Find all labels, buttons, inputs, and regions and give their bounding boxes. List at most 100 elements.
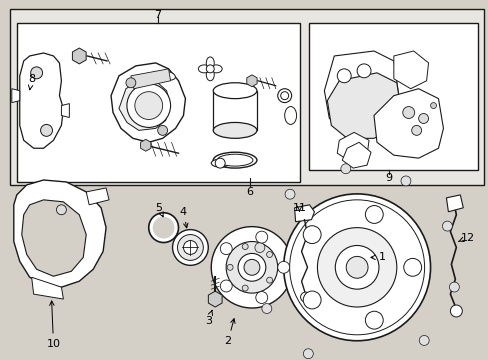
Polygon shape (111, 63, 185, 142)
Ellipse shape (198, 65, 210, 73)
Ellipse shape (289, 200, 424, 335)
Polygon shape (337, 132, 368, 162)
Text: 3: 3 (204, 310, 212, 326)
Polygon shape (246, 75, 257, 87)
Text: 10: 10 (46, 301, 61, 349)
Circle shape (254, 243, 264, 253)
Polygon shape (12, 89, 20, 103)
Ellipse shape (177, 235, 203, 260)
Polygon shape (393, 51, 427, 89)
Polygon shape (86, 188, 109, 205)
Ellipse shape (213, 83, 256, 99)
Text: 5: 5 (155, 203, 163, 217)
Ellipse shape (206, 57, 214, 69)
Circle shape (285, 189, 294, 199)
Ellipse shape (244, 260, 259, 275)
Ellipse shape (162, 72, 175, 80)
Circle shape (266, 252, 272, 257)
Text: 11: 11 (292, 203, 306, 213)
Circle shape (31, 67, 42, 79)
Circle shape (442, 221, 451, 231)
Circle shape (126, 78, 136, 88)
Text: 4: 4 (180, 207, 187, 228)
Text: 9: 9 (385, 173, 392, 183)
Text: 1: 1 (370, 252, 385, 262)
Circle shape (255, 292, 267, 303)
Polygon shape (342, 142, 370, 168)
Ellipse shape (211, 227, 292, 308)
Ellipse shape (152, 217, 174, 239)
Polygon shape (131, 69, 170, 89)
Text: 2: 2 (224, 319, 235, 346)
Circle shape (337, 69, 350, 83)
Ellipse shape (183, 240, 197, 255)
Circle shape (56, 205, 66, 215)
Circle shape (127, 84, 170, 127)
Circle shape (365, 206, 383, 224)
Ellipse shape (217, 154, 252, 166)
Polygon shape (20, 53, 63, 148)
Text: 6: 6 (246, 187, 253, 197)
Ellipse shape (148, 213, 178, 243)
Circle shape (280, 92, 288, 100)
Polygon shape (141, 139, 151, 151)
Ellipse shape (335, 246, 378, 289)
Circle shape (356, 64, 370, 78)
Polygon shape (326, 73, 400, 138)
Circle shape (242, 285, 248, 291)
Circle shape (340, 164, 350, 174)
Circle shape (220, 243, 232, 255)
Circle shape (418, 113, 427, 123)
Circle shape (303, 349, 313, 359)
Polygon shape (446, 195, 462, 212)
Circle shape (400, 176, 410, 186)
Circle shape (41, 125, 52, 136)
Circle shape (206, 65, 214, 73)
Circle shape (418, 336, 428, 345)
Bar (17, 23, 299, 182)
Polygon shape (373, 89, 443, 158)
Polygon shape (21, 200, 86, 276)
Ellipse shape (213, 122, 256, 138)
Circle shape (448, 282, 458, 292)
Ellipse shape (346, 256, 367, 278)
Circle shape (226, 264, 233, 270)
Ellipse shape (284, 107, 296, 125)
Polygon shape (61, 104, 69, 117)
Bar (213, 91, 256, 130)
Circle shape (157, 125, 167, 135)
Text: 7: 7 (154, 10, 161, 20)
Ellipse shape (277, 89, 291, 103)
Polygon shape (208, 291, 222, 307)
Circle shape (403, 258, 421, 276)
Polygon shape (14, 180, 106, 287)
Ellipse shape (206, 69, 214, 81)
Ellipse shape (283, 194, 429, 341)
Circle shape (411, 125, 421, 135)
Text: 12: 12 (457, 233, 474, 243)
Polygon shape (324, 51, 398, 129)
Circle shape (242, 244, 248, 249)
Circle shape (402, 107, 414, 118)
Polygon shape (72, 48, 86, 64)
Bar (10, 9, 483, 185)
Circle shape (220, 280, 232, 292)
Ellipse shape (211, 159, 229, 167)
Circle shape (429, 103, 436, 109)
Ellipse shape (317, 228, 396, 307)
Ellipse shape (213, 152, 256, 168)
Text: 8: 8 (28, 74, 35, 90)
Circle shape (135, 92, 163, 120)
Circle shape (215, 158, 224, 168)
Circle shape (255, 231, 267, 243)
Ellipse shape (210, 65, 222, 73)
Circle shape (303, 226, 321, 244)
Bar (309, 23, 477, 170)
Circle shape (303, 291, 321, 309)
Circle shape (365, 311, 383, 329)
Circle shape (300, 292, 310, 302)
Circle shape (449, 305, 461, 317)
Ellipse shape (172, 230, 208, 265)
Polygon shape (119, 81, 170, 130)
Polygon shape (294, 205, 314, 222)
